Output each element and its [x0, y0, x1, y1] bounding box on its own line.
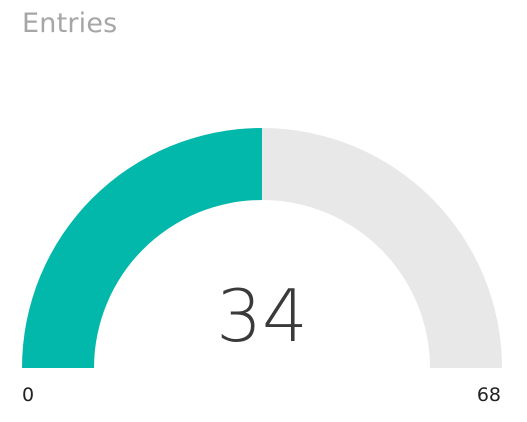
gauge-value: 34: [216, 274, 308, 358]
gauge-max-label: 68: [476, 384, 501, 406]
card-title: Entries: [22, 8, 118, 39]
gauge-min-label: 0: [22, 384, 35, 406]
gauge-fill: [22, 128, 262, 368]
